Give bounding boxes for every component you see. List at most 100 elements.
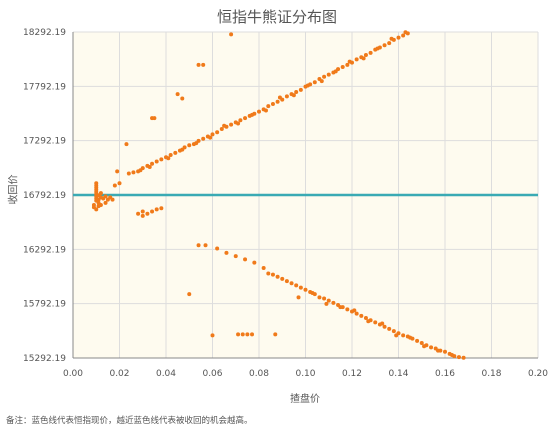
- data-point: [117, 181, 122, 186]
- data-point: [415, 338, 420, 343]
- data-point: [394, 333, 399, 338]
- data-point: [166, 156, 171, 161]
- x-tick-label: 0.00: [63, 369, 83, 379]
- data-point: [396, 35, 401, 40]
- data-point: [317, 295, 322, 300]
- data-point: [338, 305, 343, 310]
- data-point: [284, 279, 289, 284]
- data-point: [261, 266, 266, 271]
- data-point: [196, 243, 201, 248]
- data-point: [347, 59, 352, 64]
- data-point: [387, 326, 392, 331]
- y-tick-label: 18292.19: [23, 28, 66, 38]
- data-point: [326, 72, 331, 77]
- data-point: [257, 109, 261, 114]
- data-point: [222, 123, 227, 128]
- data-point: [215, 130, 220, 135]
- data-point: [224, 250, 229, 255]
- data-point: [173, 150, 178, 155]
- data-point: [389, 36, 394, 41]
- data-point: [333, 69, 338, 74]
- data-point: [294, 283, 299, 288]
- data-point: [103, 200, 108, 205]
- data-point: [270, 101, 275, 106]
- data-point: [322, 296, 327, 301]
- y-tick-label: 16792.19: [23, 191, 66, 201]
- data-point: [331, 300, 336, 305]
- data-point: [456, 355, 461, 360]
- data-point: [219, 126, 224, 131]
- data-point: [368, 50, 373, 55]
- data-point: [380, 321, 385, 326]
- data-point: [147, 164, 152, 169]
- data-point: [359, 313, 364, 318]
- data-point: [266, 104, 271, 109]
- data-point: [363, 53, 368, 58]
- data-point: [326, 298, 331, 303]
- chart-title: 恒指牛熊证分布图: [216, 8, 337, 26]
- data-point: [154, 159, 159, 164]
- x-tick-label: 0.02: [109, 369, 129, 379]
- data-point: [229, 32, 234, 37]
- data-point: [243, 116, 248, 121]
- data-point: [429, 345, 434, 350]
- data-point: [387, 41, 392, 46]
- data-point: [201, 62, 206, 67]
- data-point: [208, 135, 213, 140]
- y-tick-label: 16292.19: [23, 245, 66, 255]
- data-point: [275, 99, 280, 104]
- x-tick-label: 0.12: [342, 369, 362, 379]
- data-point: [322, 74, 327, 79]
- data-point: [419, 341, 424, 346]
- data-point: [159, 157, 164, 162]
- data-point: [280, 276, 285, 281]
- data-point: [403, 30, 408, 35]
- data-point: [401, 333, 406, 338]
- data-point: [236, 121, 241, 126]
- x-tick-label: 0.10: [295, 369, 315, 379]
- data-point: [296, 295, 301, 300]
- data-point: [443, 349, 447, 354]
- data-point: [354, 311, 359, 316]
- data-point: [140, 209, 145, 214]
- data-point: [340, 65, 345, 70]
- data-point: [366, 319, 371, 324]
- data-point: [284, 94, 289, 99]
- data-point: [94, 207, 99, 212]
- x-tick-label: 0.16: [435, 369, 455, 379]
- data-point: [115, 169, 120, 174]
- data-point: [152, 116, 157, 121]
- data-point: [291, 93, 296, 98]
- data-point: [401, 33, 406, 38]
- data-point: [305, 83, 310, 88]
- data-point: [382, 324, 387, 329]
- x-axis-label: 揸盘价: [290, 394, 320, 405]
- data-point: [319, 79, 324, 84]
- data-point: [266, 271, 271, 276]
- data-point: [263, 108, 268, 113]
- data-point: [310, 291, 315, 296]
- data-point: [96, 204, 101, 209]
- data-point: [361, 56, 366, 61]
- x-tick-label: 0.08: [249, 369, 269, 379]
- data-point: [187, 143, 192, 148]
- data-point: [312, 80, 317, 85]
- data-point: [449, 352, 454, 357]
- data-point: [345, 62, 350, 67]
- data-point: [233, 254, 238, 259]
- data-point: [382, 43, 387, 48]
- data-point: [180, 147, 185, 152]
- footnote: 备注：蓝色线代表恒指现价，越近蓝色线代表被收回的机会越高。: [6, 416, 253, 426]
- data-point: [203, 243, 208, 248]
- y-tick-label: 15792.19: [23, 300, 66, 310]
- data-point: [289, 281, 294, 286]
- data-point: [252, 260, 257, 265]
- data-point: [196, 62, 201, 67]
- data-point: [103, 194, 108, 199]
- data-point: [408, 335, 413, 340]
- data-point: [277, 95, 282, 100]
- data-point: [298, 285, 303, 290]
- data-point: [238, 118, 243, 123]
- data-point: [245, 332, 250, 337]
